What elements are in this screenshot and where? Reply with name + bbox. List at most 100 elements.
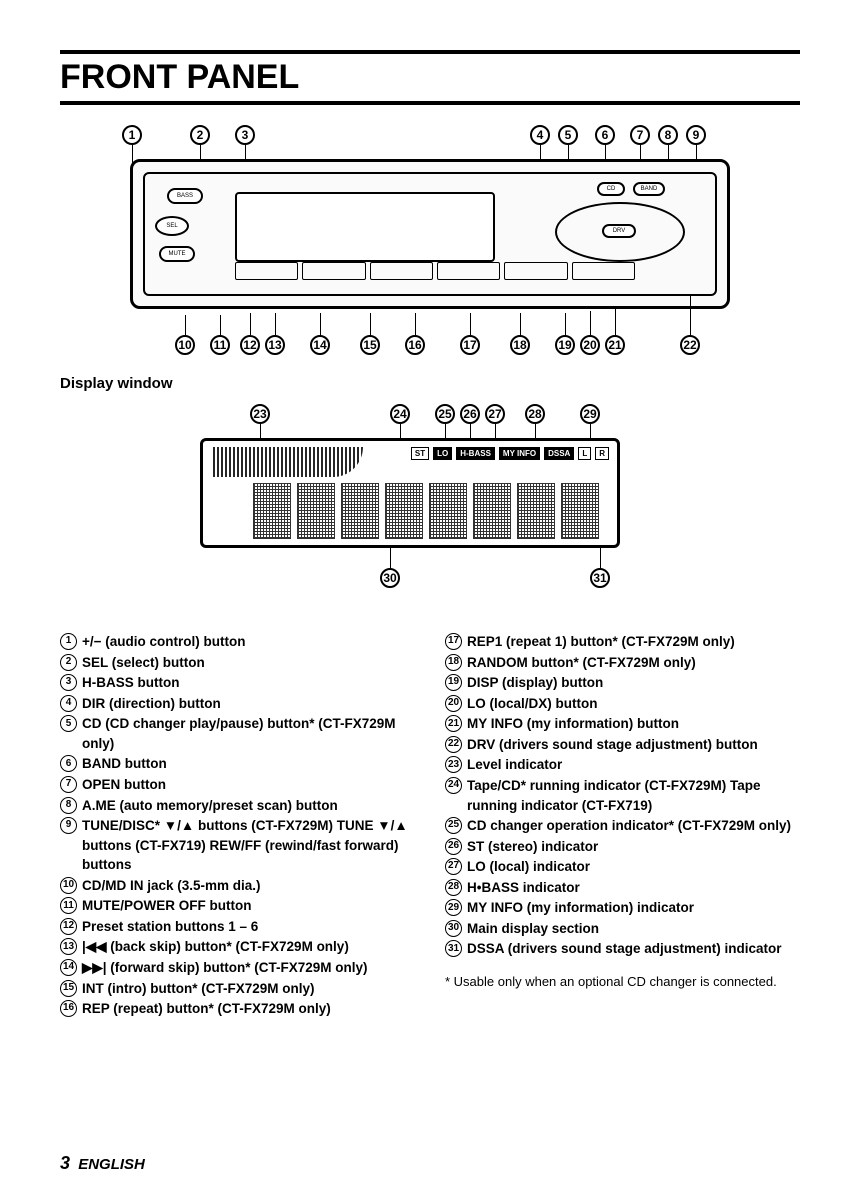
callout-8: 8	[658, 125, 678, 145]
legend-right-column: 17 REP1 (repeat 1) button* (CT-FX729M onl…	[445, 632, 800, 1020]
legend-item-text: REP (repeat) button* (CT-FX729M only)	[82, 999, 415, 1019]
legend-item: 16 REP (repeat) button* (CT-FX729M only)	[60, 999, 415, 1019]
drv-button: DRV	[602, 224, 636, 238]
legend-item: 3H-BASS button	[60, 673, 415, 693]
legend-item: 8A.ME (auto memory/preset scan) button	[60, 796, 415, 816]
front-panel-diagram: 1 2 3 4 5 6 7 8 9 BASS SEL MUTE DRV CD B…	[60, 125, 800, 355]
legend-item: 18RANDOM button* (CT-FX729M only)	[445, 653, 800, 673]
legend-item-number: 15	[60, 980, 77, 997]
legend-item: 20 LO (local/DX) button	[445, 694, 800, 714]
legend-columns: 1 +/− (audio control) button2SEL (select)…	[60, 632, 800, 1020]
display-window-label: Display window	[60, 375, 800, 392]
legend-item-number: 22	[445, 736, 462, 753]
legend-item-number: 25	[445, 817, 462, 834]
callout-24: 24	[390, 404, 410, 424]
legend-item-text: SEL (select) button	[82, 653, 415, 673]
legend-item-number: 28	[445, 879, 462, 896]
legend-item-text: |◀◀ (back skip) button* (CT-FX729M only)	[82, 937, 415, 957]
legend-item-text: DIR (direction) button	[82, 694, 415, 714]
callout-15: 15	[360, 335, 380, 355]
level-indicator	[213, 447, 363, 477]
control-oval: DRV	[555, 202, 685, 262]
legend-item-number: 1	[60, 633, 77, 650]
legend-item-text: CD changer operation indicator* (CT-FX72…	[467, 816, 800, 836]
callout-14: 14	[310, 335, 330, 355]
panel-outline: BASS SEL MUTE DRV CD BAND	[130, 159, 730, 309]
legend-item-text: Level indicator	[467, 755, 800, 775]
callout-26: 26	[460, 404, 480, 424]
preset-buttons	[235, 262, 635, 280]
legend-item-number: 23	[445, 756, 462, 773]
legend-item-number: 19	[445, 674, 462, 691]
legend-item-text: +/− (audio control) button	[82, 632, 415, 652]
legend-item-text: LO (local/DX) button	[467, 694, 800, 714]
mute-button: MUTE	[159, 246, 195, 262]
legend-item: 21MY INFO (my information) button	[445, 714, 800, 734]
callout-21: 21	[605, 335, 625, 355]
legend-item: 2SEL (select) button	[60, 653, 415, 673]
legend-item-text: Tape/CD* running indicator (CT-FX729M) T…	[467, 776, 800, 815]
hbass-badge: H-BASS	[456, 447, 495, 460]
legend-item-text: CD (CD changer play/pause) button* (CT-F…	[82, 714, 415, 753]
legend-item-text: REP1 (repeat 1) button* (CT-FX729M only)	[467, 632, 800, 652]
callout-13: 13	[265, 335, 285, 355]
callout-1: 1	[122, 125, 142, 145]
legend-item-text: DSSA (drivers sound stage adjustment) in…	[467, 939, 800, 959]
page-title: FRONT PANEL	[60, 58, 800, 97]
dssa-badge: DSSA	[544, 447, 574, 460]
callout-17: 17	[460, 335, 480, 355]
callout-7: 7	[630, 125, 650, 145]
legend-item-text: TUNE/DISC* ▼/▲ buttons (CT-FX729M) TUNE …	[82, 816, 415, 875]
legend-item-number: 12	[60, 918, 77, 935]
legend-item-number: 26	[445, 838, 462, 855]
legend-item: 23 Level indicator	[445, 755, 800, 775]
callout-2: 2	[190, 125, 210, 145]
display-badges: ST LO H-BASS MY INFO DSSA L R	[409, 447, 609, 460]
legend-item-number: 8	[60, 797, 77, 814]
callout-11: 11	[210, 335, 230, 355]
callout-28: 28	[525, 404, 545, 424]
legend-item-number: 29	[445, 899, 462, 916]
callout-5: 5	[558, 125, 578, 145]
lo-badge: LO	[433, 447, 452, 460]
callout-22: 22	[680, 335, 700, 355]
callout-30: 30	[380, 568, 400, 588]
callout-29: 29	[580, 404, 600, 424]
legend-item-number: 31	[445, 940, 462, 957]
legend-item-number: 4	[60, 695, 77, 712]
callout-12: 12	[240, 335, 260, 355]
legend-item: 22DRV (drivers sound stage adjustment) b…	[445, 735, 800, 755]
legend-item: 27LO (local) indicator	[445, 857, 800, 877]
legend-item-number: 20	[445, 695, 462, 712]
legend-item: 19 DISP (display) button	[445, 673, 800, 693]
legend-item-text: MY INFO (my information) button	[467, 714, 800, 734]
legend-item: 17 REP1 (repeat 1) button* (CT-FX729M onl…	[445, 632, 800, 652]
l-badge: L	[578, 447, 591, 460]
callout-9: 9	[686, 125, 706, 145]
legend-item-text: CD/MD IN jack (3.5-mm dia.)	[82, 876, 415, 896]
bass-button: BASS	[167, 188, 203, 204]
legend-item: 6BAND button	[60, 754, 415, 774]
callout-25: 25	[435, 404, 455, 424]
legend-item-number: 17	[445, 633, 462, 650]
legend-item-text: H-BASS button	[82, 673, 415, 693]
legend-item: 9 TUNE/DISC* ▼/▲ buttons (CT-FX729M) TUNE…	[60, 816, 415, 875]
display-outline: ST LO H-BASS MY INFO DSSA L R	[200, 438, 620, 548]
legend-item-text: DISP (display) button	[467, 673, 800, 693]
legend-item-text: INT (intro) button* (CT-FX729M only)	[82, 979, 415, 999]
page-number: 3	[60, 1153, 70, 1173]
callout-6: 6	[595, 125, 615, 145]
callout-27: 27	[485, 404, 505, 424]
title-underline	[60, 101, 800, 105]
legend-item-number: 13	[60, 938, 77, 955]
legend-item: 31 DSSA (drivers sound stage adjustment) …	[445, 939, 800, 959]
legend-left-column: 1 +/− (audio control) button2SEL (select)…	[60, 632, 415, 1020]
legend-item-number: 9	[60, 817, 77, 834]
legend-item-number: 16	[60, 1000, 77, 1017]
legend-item: 10CD/MD IN jack (3.5-mm dia.)	[60, 876, 415, 896]
legend-item-text: MUTE/POWER OFF button	[82, 896, 415, 916]
legend-item: 30Main display section	[445, 919, 800, 939]
legend-item-text: ▶▶| (forward skip) button* (CT-FX729M on…	[82, 958, 415, 978]
callout-19: 19	[555, 335, 575, 355]
legend-item-number: 30	[445, 920, 462, 937]
